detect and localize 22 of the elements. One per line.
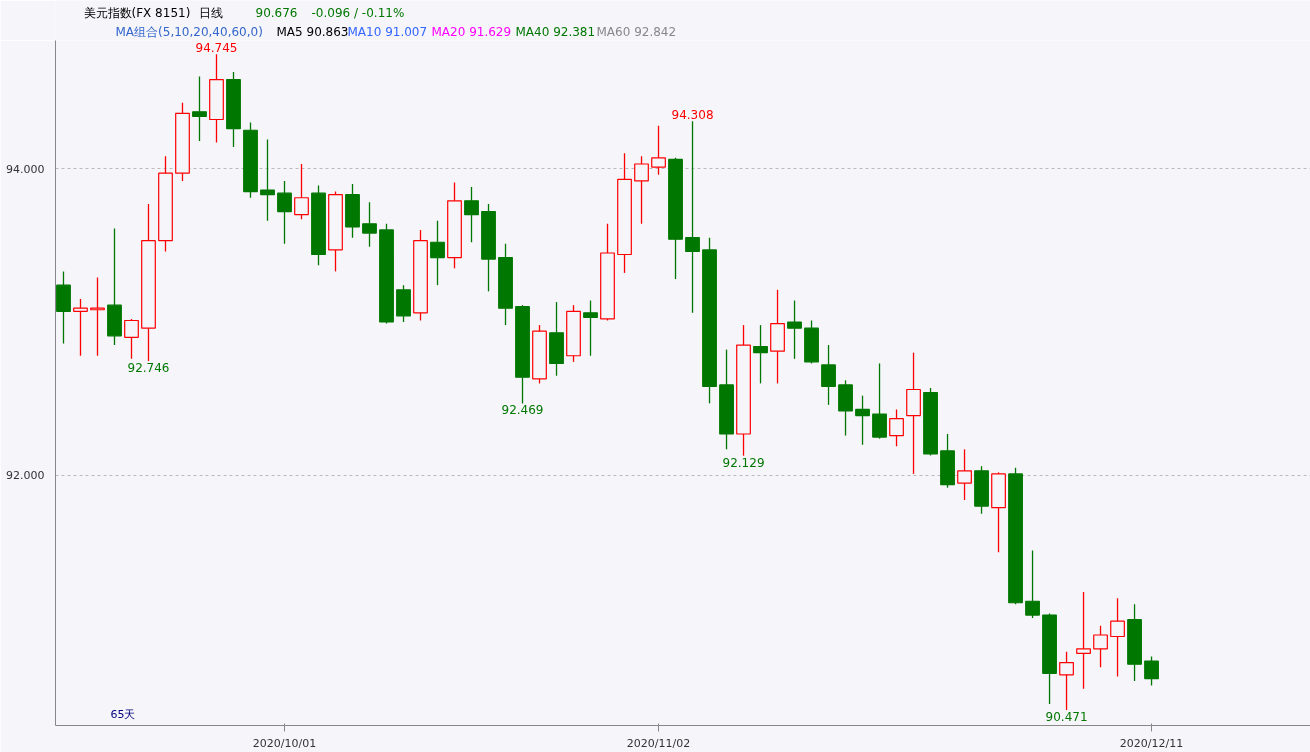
y-tick-label: 94.000 <box>6 162 45 176</box>
text: MA组合(5,10,20,40,60,0) <box>115 24 263 39</box>
x-tick-label: 2020/10/01 <box>252 736 317 750</box>
chart-title: 美元指数(FX 8151) <box>83 5 191 20</box>
annotation: 92.129 <box>722 455 765 470</box>
text: MA60 92.842 <box>596 24 677 39</box>
text: MA20 91.629 <box>431 24 512 39</box>
y-tick-label: 92.000 <box>6 469 45 483</box>
annotation: 94.745 <box>195 41 238 56</box>
x-tick-label: 2020/11/02 <box>626 736 691 750</box>
text: MA10 91.007 <box>347 24 428 39</box>
text: MA40 92.381 <box>515 24 596 39</box>
text: 90.676 <box>255 6 298 20</box>
text: -0.096 / -0.11% <box>311 5 405 20</box>
annotation: 92.746 <box>127 360 170 375</box>
annotation: 90.471 <box>1045 710 1088 725</box>
annotation: 94.308 <box>671 108 714 123</box>
annotation: 92.469 <box>501 403 544 418</box>
text: 日线 <box>198 5 223 20</box>
annotation: 65天 <box>110 708 136 721</box>
text: MA5 90.863 <box>276 24 349 39</box>
x-tick-label: 2020/12/11 <box>1119 736 1184 750</box>
